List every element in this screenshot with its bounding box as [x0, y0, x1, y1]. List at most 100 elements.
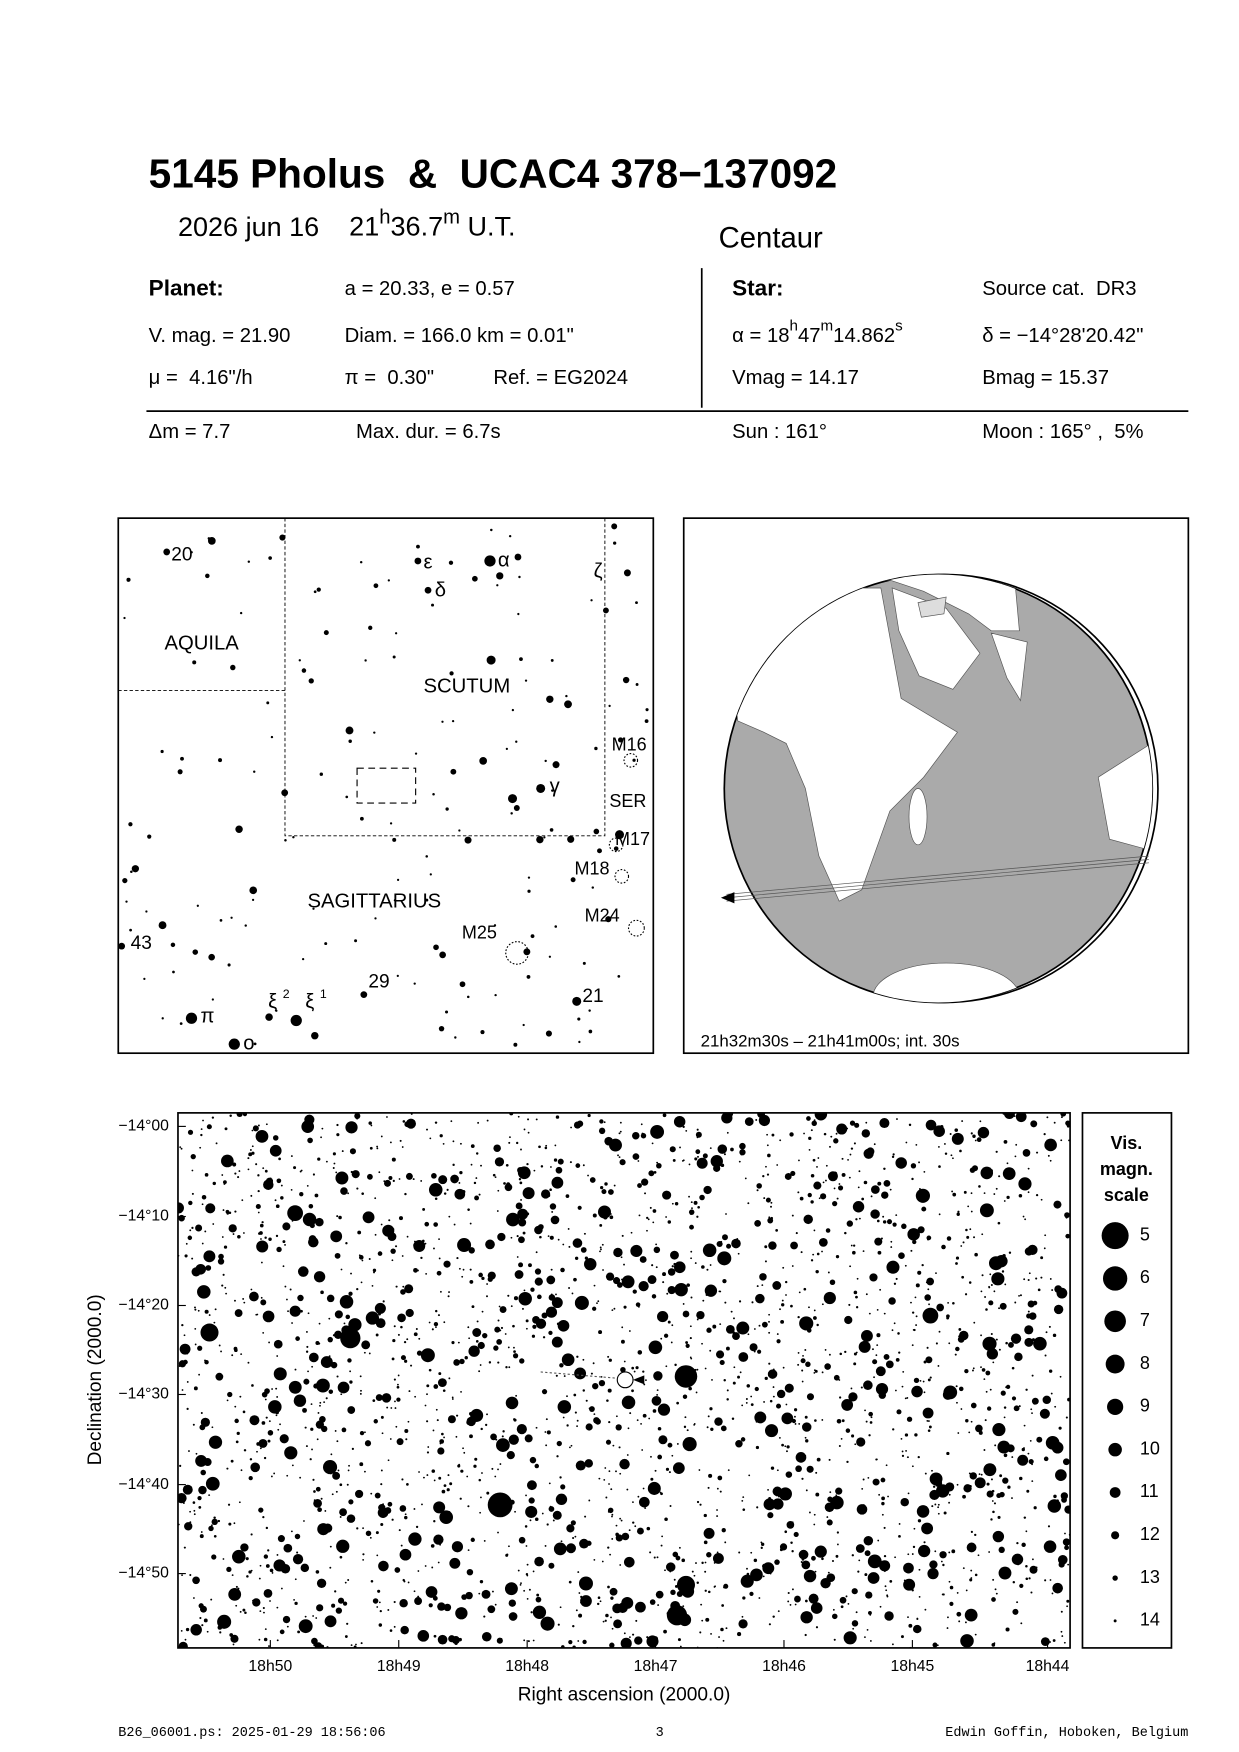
field-star [555, 1551, 559, 1554]
field-star [1051, 1592, 1054, 1595]
field-star [647, 1218, 650, 1221]
field-star [813, 1371, 816, 1374]
field-star [505, 1163, 509, 1167]
field-star [1065, 1120, 1071, 1126]
field-star [931, 1505, 934, 1508]
field-star [459, 1358, 465, 1365]
field-star [946, 1314, 950, 1319]
field-star [1031, 1463, 1033, 1466]
field-star [1023, 1278, 1026, 1281]
field-star [547, 1235, 550, 1238]
field-star [224, 1127, 228, 1131]
field-star [1002, 1254, 1006, 1258]
finder-star [130, 870, 133, 873]
field-star [913, 1328, 916, 1332]
field-star [1003, 1453, 1008, 1458]
field-star [893, 1282, 897, 1285]
field-star [605, 1272, 615, 1281]
info-cell: Δm = 7.7 [149, 421, 231, 443]
field-star [402, 1285, 405, 1288]
field-star [992, 1510, 995, 1514]
field-star [238, 1170, 241, 1172]
field-star [311, 1448, 313, 1451]
field-star [640, 1123, 643, 1126]
field-star [823, 1132, 827, 1136]
field-star [401, 1478, 404, 1481]
field-star [764, 1260, 767, 1263]
field-star [920, 1552, 923, 1555]
field-star [417, 1570, 420, 1572]
field-star [544, 1431, 547, 1433]
field-star [323, 1401, 326, 1404]
field-star [689, 1337, 692, 1340]
field-star [841, 1172, 846, 1177]
field-star [413, 1590, 416, 1593]
field-star [719, 1359, 725, 1366]
field-star [812, 1158, 816, 1162]
field-star [636, 1419, 639, 1422]
field-star [922, 1407, 934, 1419]
legend-title: Vis. [1111, 1133, 1143, 1153]
field-star [551, 1176, 564, 1189]
y-tick-label: −14°10 [118, 1208, 169, 1225]
field-star [882, 1215, 885, 1218]
field-star [195, 1224, 203, 1232]
field-star [267, 1430, 274, 1436]
field-star [323, 1523, 333, 1533]
finder-label: α [498, 549, 510, 571]
field-star [1048, 1369, 1053, 1373]
field-star [628, 1330, 631, 1332]
field-star [786, 1445, 790, 1449]
field-star [681, 1286, 685, 1290]
field-star [756, 1183, 762, 1189]
finder-star [359, 560, 363, 564]
field-star [694, 1157, 698, 1161]
field-star [1030, 1120, 1038, 1128]
field-star [255, 1203, 261, 1210]
info-cell: Diam. = 166.0 km = 0.01" [345, 325, 574, 347]
finder-star [458, 829, 461, 832]
field-star [937, 1512, 940, 1515]
field-star [349, 1148, 356, 1155]
field-star [268, 1237, 272, 1241]
field-star [913, 1624, 922, 1634]
field-star [632, 1633, 635, 1636]
field-star [218, 1344, 221, 1347]
field-star [557, 1238, 560, 1241]
field-star [862, 1250, 865, 1253]
field-star [492, 1590, 494, 1593]
field-star [718, 1290, 721, 1293]
field-star [736, 1238, 739, 1240]
field-star [286, 1625, 289, 1628]
finder-star [570, 877, 576, 883]
finder-star [429, 873, 432, 876]
field-star [883, 1526, 886, 1529]
field-star [1025, 1530, 1028, 1533]
field-star [701, 1265, 705, 1269]
finder-star [602, 607, 609, 614]
field-star [475, 1340, 479, 1343]
finder-star [567, 835, 575, 843]
field-star [382, 1300, 385, 1303]
field-star [195, 1263, 206, 1275]
field-star [303, 1520, 305, 1522]
field-star [186, 1381, 189, 1383]
field-star [459, 1142, 462, 1145]
field-star [557, 1158, 564, 1165]
finder-star [484, 555, 496, 567]
field-star [404, 1192, 407, 1196]
field-star [808, 1148, 811, 1151]
field-star [768, 1496, 772, 1500]
field-star [183, 1546, 186, 1549]
field-star [480, 1164, 482, 1167]
field-star [235, 1585, 238, 1588]
field-star [768, 1320, 770, 1323]
field-star [1040, 1256, 1044, 1260]
field-star [475, 1152, 479, 1155]
field-star [918, 1161, 920, 1164]
field-star [958, 1328, 962, 1331]
field-star [342, 1601, 348, 1606]
field-star [607, 1546, 610, 1549]
field-star [553, 1542, 567, 1556]
field-star [218, 1253, 224, 1260]
